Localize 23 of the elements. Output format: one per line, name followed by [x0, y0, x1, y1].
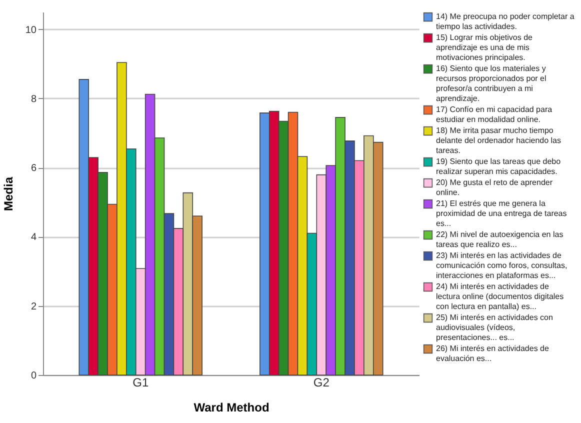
- y-tick-label: 10: [25, 24, 37, 36]
- legend-label: 25) Mi interés en actividades con audiovisuales (vídeos, presentaciones... es...: [436, 313, 553, 342]
- y-tick-label: 8: [30, 94, 37, 105]
- x-tick-label: G2: [313, 376, 330, 390]
- legend-label: 15) Lograr mis objetivos de aprendizaje es una de mis motivaciones principales.: [436, 33, 534, 62]
- legend-label: 19) Siento que las tareas que debo realizar superan mis capacidades.: [436, 157, 562, 176]
- legend-label: 18) Me irrita pasar mucho tiempo delante del ordenador haciendo las tareas.: [436, 126, 561, 155]
- legend-label: 26) Mi interés en actividades de evaluación es...: [436, 344, 550, 363]
- legend-label: 20) Me gusta el reto de aprender online.: [436, 178, 553, 197]
- y-tick-label: 0: [30, 370, 37, 382]
- legend-label: 16) Siento que los materiales y recursos proporcionados por el profesor/a contribuyen a mi aprendizaje.: [436, 64, 547, 103]
- legend-label: 17) Confío en mi capacidad para estudiar en modalidad online.: [436, 105, 553, 124]
- legend-label: 22) Mi nivel de autoexigencia en las tareas que realizo es...: [436, 230, 564, 249]
- y-tick-label: 4: [30, 232, 37, 244]
- y-axis-title: Media: [1, 176, 16, 212]
- x-tick-label: G1: [132, 376, 149, 390]
- legend-label: 14) Me preocupa no poder completar a tiempo las actividades.: [436, 12, 575, 31]
- x-axis-title: Ward Method: [194, 400, 270, 414]
- legend-label: 24) Mi interés en actividades de lectura online (documentos digitales con lectura en pantalla) es...: [436, 282, 564, 311]
- legend-label: 21) El estrés que me genera la proximidad de una entrega de tareas es...: [436, 199, 567, 228]
- legend-label: 23) Mi interés en las actividades de comunicación como foros, consultas, interacciones en plataformas es...: [436, 251, 568, 280]
- y-tick-label: 2: [30, 301, 37, 312]
- y-tick-label: 6: [30, 163, 37, 174]
